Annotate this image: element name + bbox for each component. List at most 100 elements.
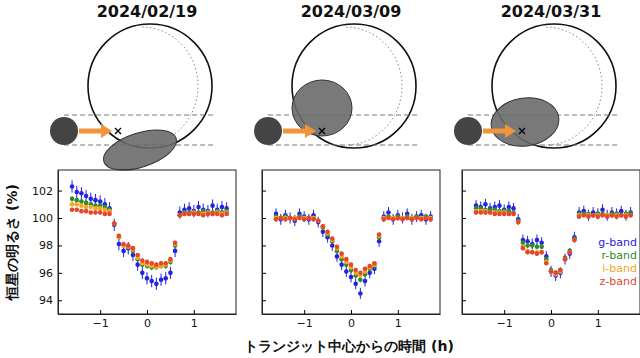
y-tick-mark xyxy=(58,218,62,219)
data-point xyxy=(516,220,521,225)
star-spot xyxy=(292,80,352,136)
data-point xyxy=(98,210,103,215)
series xyxy=(274,207,433,299)
x-tick-mark xyxy=(351,310,352,314)
data-point xyxy=(288,216,293,221)
transit-chord xyxy=(468,145,618,146)
data-point xyxy=(339,251,344,256)
data-point xyxy=(163,276,168,281)
x-tick-mark xyxy=(551,310,552,314)
y-tick-mark xyxy=(58,273,62,274)
y-tick-mark xyxy=(262,218,266,219)
x-axis-line xyxy=(59,314,237,315)
data-point xyxy=(414,216,419,221)
legend-entry: g-band xyxy=(598,236,637,249)
x-tick: −1 xyxy=(93,310,109,330)
data-point xyxy=(149,261,154,266)
y-tick-mark xyxy=(58,300,62,301)
data-point xyxy=(316,218,321,223)
legend-entry: r-band xyxy=(602,249,637,262)
data-point xyxy=(586,214,591,219)
data-point xyxy=(335,254,340,259)
data-point xyxy=(112,221,117,226)
data-point xyxy=(619,213,624,218)
x-tick: 0 xyxy=(548,310,555,330)
data-point xyxy=(297,216,302,221)
planet xyxy=(254,117,282,145)
data-points xyxy=(274,207,433,299)
data-point xyxy=(511,212,516,217)
data-point xyxy=(410,217,415,222)
data-point xyxy=(610,213,615,218)
center-cross xyxy=(319,128,325,134)
data-point xyxy=(307,216,312,221)
data-point xyxy=(610,213,615,218)
data-point xyxy=(619,213,624,218)
data-point xyxy=(297,216,302,221)
y-tick-mark xyxy=(462,273,466,274)
data-point xyxy=(521,246,526,251)
x-tick: 0 xyxy=(144,310,151,330)
data-point xyxy=(428,217,433,222)
y-tick xyxy=(262,300,266,301)
data-point xyxy=(292,217,297,222)
data-point xyxy=(372,261,377,266)
x-axis-line xyxy=(263,314,441,315)
data-point xyxy=(307,216,312,221)
arrow-shaft xyxy=(79,129,102,134)
data-point xyxy=(70,197,75,202)
data-point xyxy=(93,206,98,211)
data-point xyxy=(567,250,572,255)
data-point xyxy=(539,245,544,250)
data-point xyxy=(624,214,629,219)
data-point xyxy=(325,229,330,234)
data-point xyxy=(600,213,605,218)
data-point xyxy=(288,216,293,221)
data-point xyxy=(535,251,540,256)
y-axis: 949698100102 xyxy=(32,171,62,315)
data-point xyxy=(103,212,108,217)
data-point xyxy=(84,209,89,214)
data-point xyxy=(544,261,549,266)
series xyxy=(70,196,229,270)
data-point xyxy=(163,261,168,266)
data-point xyxy=(563,257,568,262)
x-tick-mark xyxy=(398,310,399,314)
data-point xyxy=(558,268,563,273)
data-point xyxy=(521,240,526,245)
legend-entry: i-band xyxy=(602,262,637,275)
x-tick: −1 xyxy=(497,310,513,330)
data-point xyxy=(483,202,488,207)
data-point xyxy=(135,262,140,267)
data-point xyxy=(349,275,354,280)
x-axis-line xyxy=(463,314,640,315)
transit-diagram xyxy=(254,24,418,148)
x-tick-mark xyxy=(304,310,305,314)
arrow-head xyxy=(505,124,516,138)
data-point xyxy=(414,216,419,221)
data-point xyxy=(488,210,493,215)
data-point xyxy=(93,210,98,215)
series xyxy=(274,216,433,278)
data-point xyxy=(177,213,182,218)
transit-diagram xyxy=(454,24,618,150)
x-tick-mark xyxy=(147,310,148,314)
data-point xyxy=(572,238,577,243)
data-point xyxy=(98,206,103,211)
y-tick-mark xyxy=(262,191,266,192)
data-point xyxy=(567,250,572,255)
y-tick-mark xyxy=(262,273,266,274)
y-tick-mark xyxy=(58,245,62,246)
data-point xyxy=(539,250,544,255)
data-point xyxy=(478,210,483,215)
x-tick-label: −1 xyxy=(93,317,109,330)
data-point xyxy=(70,184,75,189)
data-point xyxy=(210,203,215,208)
data-point xyxy=(591,213,596,218)
y-tick: 98 xyxy=(39,239,62,252)
data-point xyxy=(278,216,283,221)
data-point xyxy=(539,250,544,255)
data-point xyxy=(492,212,497,217)
data-point xyxy=(507,212,512,217)
x-tick-label: −1 xyxy=(297,317,313,330)
